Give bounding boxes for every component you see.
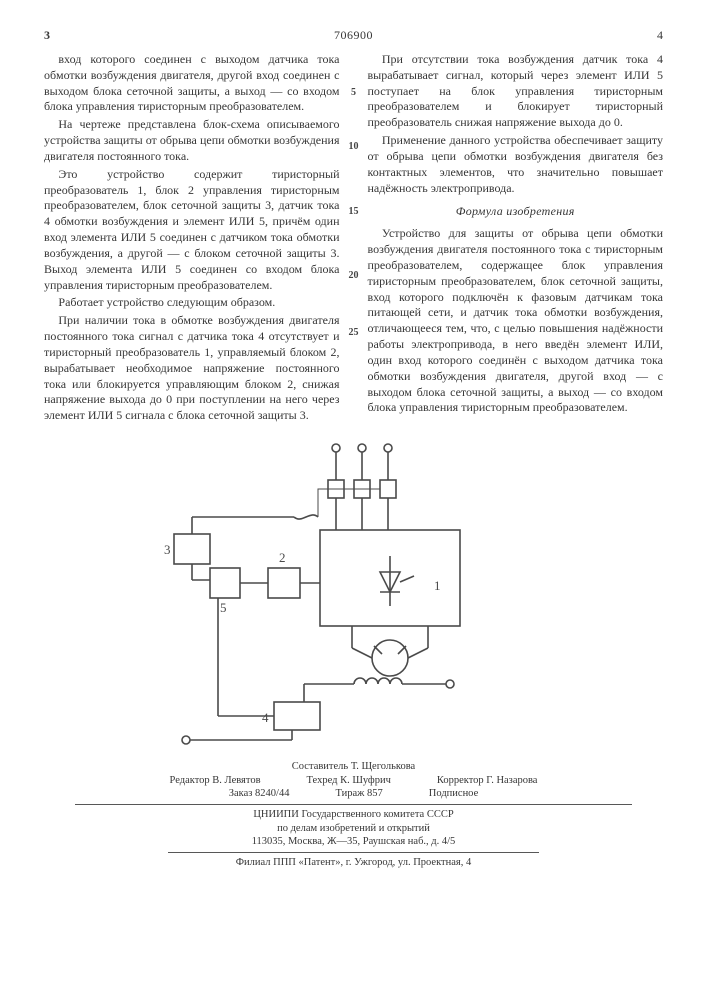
- label-5: 5: [220, 600, 227, 615]
- label-2: 2: [279, 550, 286, 565]
- claim-text: Устройство для защиты от обрыва цепи обм…: [368, 226, 664, 416]
- page-header: 3 706900 4: [44, 28, 663, 42]
- right-p2: Применение данного устройства обеспечива…: [368, 133, 664, 196]
- left-p5: При наличии тока в обмотке возбуждения д…: [44, 313, 340, 424]
- line-marker-10: 10: [344, 140, 364, 153]
- editor: Редактор В. Левятов: [170, 774, 261, 788]
- circulation: Тираж 857: [335, 787, 382, 801]
- corrector: Корректор Г. Назарова: [437, 774, 538, 788]
- left-p3: Это устройство содержит тиристорный прео…: [44, 167, 340, 294]
- line-marker-25: 25: [344, 326, 364, 339]
- left-column: вход которого соединен с выходом датчика…: [44, 52, 340, 426]
- address-2: Филиал ППП «Патент», г. Ужгород, ул. Про…: [44, 856, 663, 870]
- left-p1: вход которого соединен с выходом датчика…: [44, 52, 340, 115]
- label-1: 1: [434, 578, 441, 593]
- right-p1: При отсутствии тока возбуждения датчик т…: [368, 52, 664, 131]
- text-columns: вход которого соединен с выходом датчика…: [44, 52, 663, 426]
- subscription: Подписное: [429, 787, 478, 801]
- label-4: 4: [262, 710, 269, 725]
- compiled-by: Составитель Т. Щеголькова: [44, 760, 663, 774]
- publisher-1: ЦНИИПИ Государственного комитета СССР: [44, 808, 663, 822]
- order-no: Заказ 8240/44: [229, 787, 290, 801]
- page-number-right: 4: [657, 28, 663, 44]
- tech-editor: Техред К. Шуфрич: [307, 774, 391, 788]
- claim-header: Формула изобретения: [368, 204, 664, 220]
- line-marker-20: 20: [344, 269, 364, 282]
- divider: [75, 804, 632, 805]
- columns-wrap: 5 10 15 20 25 вход которого соединен с в…: [44, 52, 663, 426]
- page-number-left: 3: [44, 28, 50, 44]
- left-p2: На чертеже представлена блок-схема описы…: [44, 117, 340, 164]
- line-marker-15: 15: [344, 205, 364, 218]
- label-3: 3: [164, 542, 171, 557]
- imprint-footer: Составитель Т. Щеголькова Редактор В. Ле…: [44, 760, 663, 869]
- address-1: 113035, Москва, Ж—35, Раушская наб., д. …: [44, 835, 663, 849]
- left-p4: Работает устройство следующим образом.: [44, 295, 340, 311]
- circuit-diagram: 1 4 3 5: [134, 440, 574, 750]
- patent-number: 706900: [334, 28, 373, 44]
- right-column: При отсутствии тока возбуждения датчик т…: [368, 52, 664, 426]
- publisher-2: по делам изобретений и открытий: [44, 822, 663, 836]
- divider: [168, 852, 539, 853]
- line-marker-5: 5: [344, 86, 364, 99]
